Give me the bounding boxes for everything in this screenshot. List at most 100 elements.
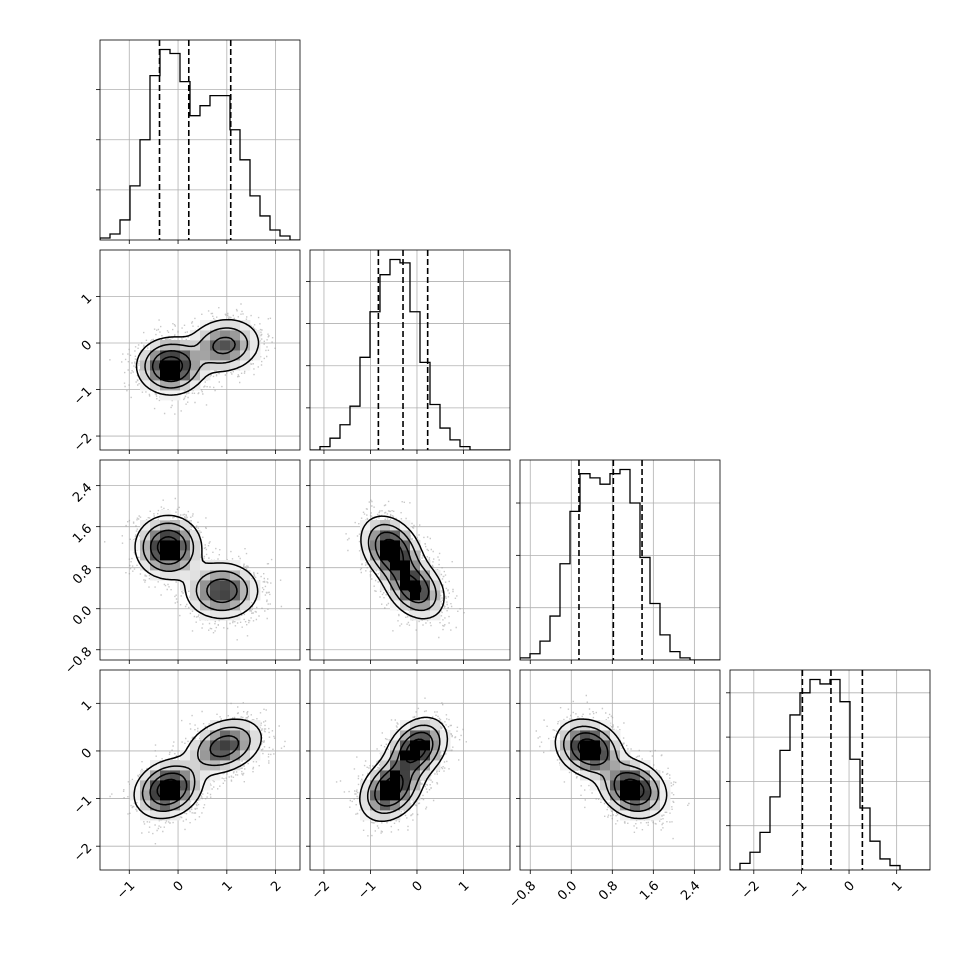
density-cell xyxy=(610,780,621,791)
density-cell xyxy=(390,590,401,601)
density-cell xyxy=(640,770,651,781)
density-cell xyxy=(360,550,371,561)
density-cell xyxy=(220,570,231,581)
density-cell xyxy=(400,780,411,791)
density-cell xyxy=(200,350,211,361)
density-cell xyxy=(220,740,231,751)
density-cell xyxy=(200,740,211,751)
density-cell xyxy=(420,580,431,591)
panel-frame xyxy=(99,459,301,661)
density-cell xyxy=(430,760,441,771)
density-cell xyxy=(230,330,241,341)
density-cell xyxy=(200,750,211,761)
contour-lines xyxy=(134,514,259,620)
density-cell xyxy=(230,350,241,361)
density-cell xyxy=(590,770,601,781)
density-cell xyxy=(430,600,441,611)
density-cell xyxy=(170,350,181,361)
density-cell xyxy=(160,550,171,561)
density-cell xyxy=(430,590,441,601)
density-cell xyxy=(170,810,181,821)
density-cell xyxy=(410,560,421,571)
density-cell xyxy=(370,810,381,821)
density-cell xyxy=(210,320,221,331)
density-cell xyxy=(150,360,161,371)
density-cell xyxy=(210,340,221,351)
density-cell xyxy=(160,560,171,571)
density-cell xyxy=(370,780,381,791)
density-cell xyxy=(240,590,251,601)
histogram-line xyxy=(520,468,720,660)
contour-lines xyxy=(360,515,445,620)
density-cell xyxy=(380,750,391,761)
density-cell xyxy=(190,760,201,771)
panel-frame xyxy=(519,459,721,661)
density-cell xyxy=(170,380,181,391)
density-cell xyxy=(170,560,181,571)
density-cell xyxy=(160,350,171,361)
density-cell xyxy=(250,330,261,341)
density-cell xyxy=(220,560,231,571)
density-cell xyxy=(390,810,401,821)
density-cell xyxy=(560,730,571,741)
density-cell xyxy=(210,360,221,371)
density-cell xyxy=(140,530,151,541)
density-cell xyxy=(210,560,221,571)
density-cell xyxy=(150,780,161,791)
density-cell xyxy=(380,810,391,821)
scatter-panel xyxy=(519,669,721,871)
density-cell xyxy=(180,550,191,561)
density-cell xyxy=(370,800,381,811)
density-cell xyxy=(250,750,261,761)
density-cell xyxy=(150,560,161,571)
density-cell xyxy=(140,560,151,571)
contour-lines xyxy=(133,718,263,820)
density-cell xyxy=(410,550,421,561)
density-cell xyxy=(430,750,441,761)
density-cell xyxy=(420,610,431,621)
density-cell xyxy=(200,730,211,741)
density-cell xyxy=(190,360,201,371)
density-cell xyxy=(410,740,421,751)
density-cell xyxy=(430,740,441,751)
density-cell xyxy=(140,780,151,791)
density-cell xyxy=(150,340,161,351)
density-cell xyxy=(220,330,231,341)
density-cell xyxy=(580,750,591,761)
density-cell xyxy=(240,730,251,741)
density-cell xyxy=(360,780,371,791)
panel-frame xyxy=(309,249,511,451)
density-cell xyxy=(580,740,591,751)
density-cell xyxy=(140,790,151,801)
density-cell xyxy=(190,560,201,571)
panel-frame xyxy=(309,459,511,661)
density-cell xyxy=(180,770,191,781)
density-cell xyxy=(190,570,201,581)
density-cell xyxy=(400,560,411,571)
panel-frame xyxy=(99,249,301,451)
density-cell xyxy=(360,530,371,541)
density-cell xyxy=(410,600,421,611)
density-cell xyxy=(590,750,601,761)
density-cell xyxy=(250,590,261,601)
density-cell xyxy=(630,760,641,771)
density-cell xyxy=(160,810,171,821)
density-cell xyxy=(180,380,191,391)
density-cell xyxy=(610,800,621,811)
density-cell xyxy=(220,610,231,621)
density-cell xyxy=(410,580,421,591)
density-cell xyxy=(180,570,191,581)
density-cell xyxy=(430,720,441,731)
density-cell xyxy=(170,360,181,371)
density-cell xyxy=(180,750,191,761)
density-cell xyxy=(210,770,221,781)
density-cell xyxy=(390,520,401,531)
density-cell xyxy=(370,560,381,571)
density-cell xyxy=(170,340,181,351)
density-cell xyxy=(150,540,161,551)
density-cell xyxy=(150,520,161,531)
density-cell xyxy=(410,590,421,601)
density-cell xyxy=(420,560,431,571)
density-cell xyxy=(650,770,661,781)
